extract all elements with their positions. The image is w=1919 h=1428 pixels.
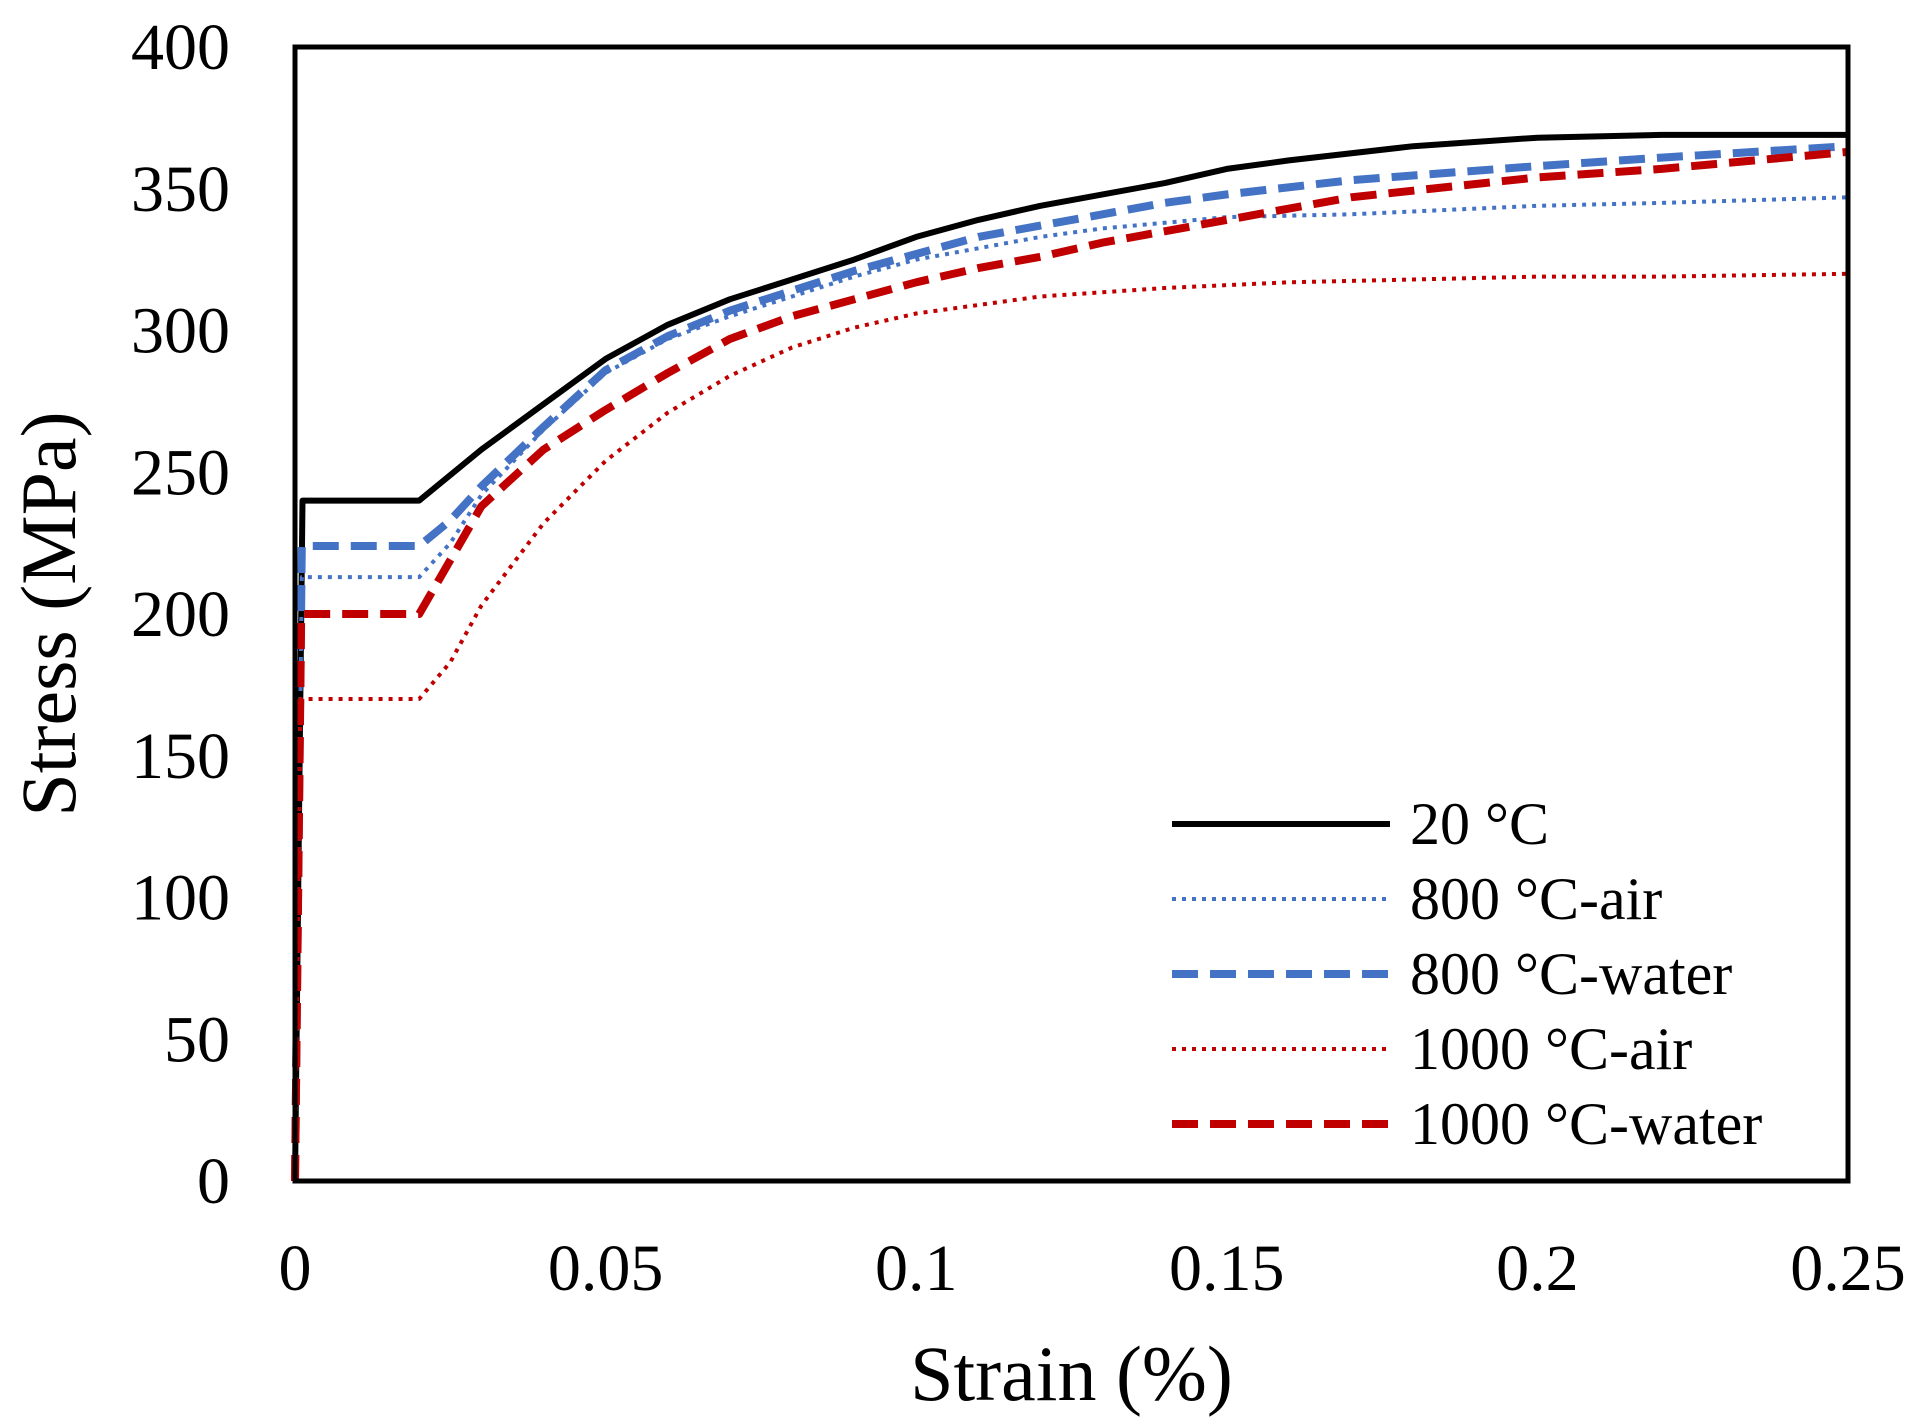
series-line-4: [293, 271, 1849, 1182]
x-axis-ticks: 0 0.05 0.1 0.15 0.2 0.25: [279, 1232, 1906, 1305]
y-tick-label: 100: [131, 862, 230, 935]
y-tick-label: 200: [131, 578, 230, 651]
y-axis-title: Stress (MPa): [5, 411, 92, 816]
legend-label-5: 1000 °C-water: [1410, 1091, 1762, 1157]
x-tick-label: 0.15: [1169, 1232, 1285, 1305]
y-axis-ticks: 0 50 100 150 200 250 300 350 400: [131, 11, 230, 1218]
legend-label-1: 20 °C: [1410, 791, 1549, 857]
legend-label-3: 800 °C-water: [1410, 941, 1732, 1007]
series-line-3: [291, 142, 1849, 1182]
legend: 20 °C 800 °C-air 800 °C-water 1000 °C-air 10…: [1172, 791, 1762, 1157]
legend-label-2: 800 °C-air: [1410, 866, 1662, 932]
x-tick-label: 0.05: [548, 1232, 664, 1305]
y-tick-label: 0: [197, 1145, 230, 1218]
x-tick-label: 0: [279, 1232, 312, 1305]
legend-label-4: 1000 °C-air: [1410, 1016, 1692, 1082]
plot-area-frame: [292, 44, 1851, 1184]
y-tick-label: 150: [131, 720, 230, 793]
y-tick-label: 300: [131, 295, 230, 368]
y-tick-label: 350: [131, 153, 230, 226]
series-layer: [291, 131, 1849, 1182]
x-tick-label: 0.25: [1790, 1232, 1906, 1305]
x-axis-title: Strain (%): [910, 1330, 1233, 1417]
y-tick-label: 400: [131, 11, 230, 84]
y-tick-label: 250: [131, 436, 230, 509]
x-tick-label: 0.1: [875, 1232, 958, 1305]
series-line-1: [292, 131, 1848, 1182]
series-line-5: [291, 147, 1849, 1182]
y-tick-label: 50: [164, 1003, 230, 1076]
x-tick-label: 0.2: [1496, 1232, 1579, 1305]
